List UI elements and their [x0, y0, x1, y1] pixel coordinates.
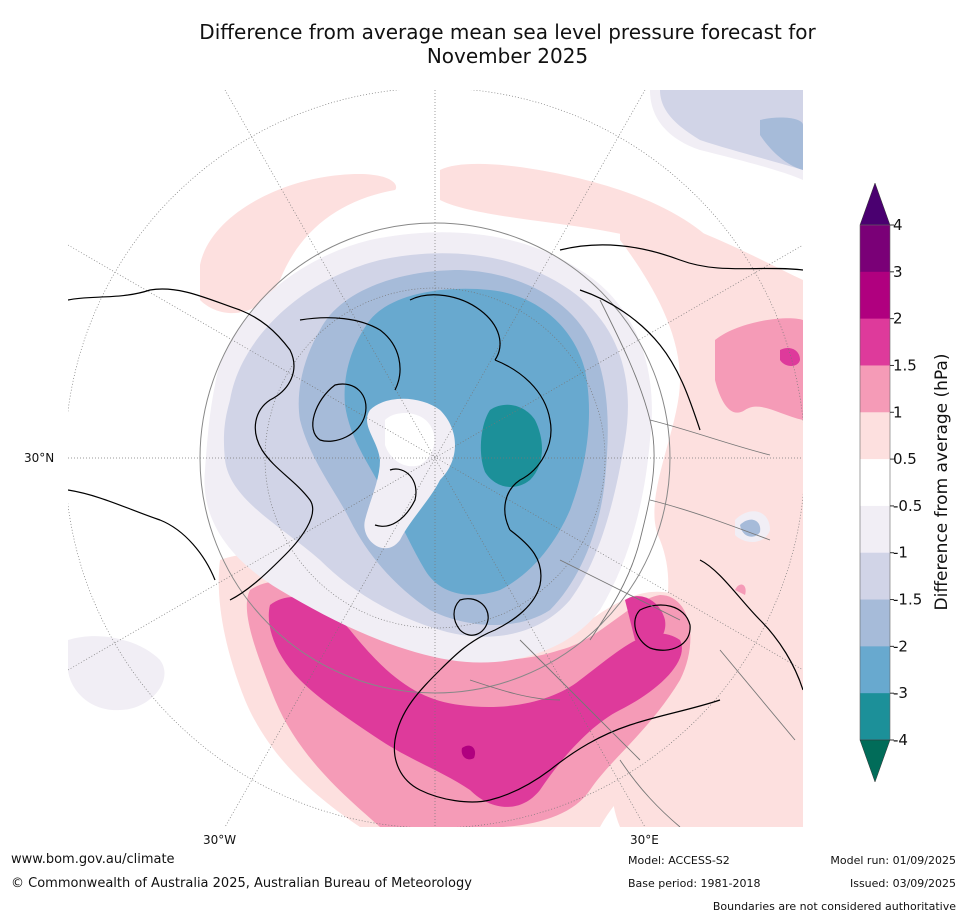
coastlines: [68, 244, 803, 803]
colorbar-label: Difference from average (hPa): [932, 354, 952, 611]
anomaly-1.5-2: [268, 348, 800, 807]
colorbar-tick-label: -1: [893, 544, 908, 562]
colorbar-segment: [860, 412, 890, 460]
colorbar-arrow-bottom: [859, 739, 891, 783]
footer-model: Model: ACCESS-S2: [628, 854, 730, 867]
colorbar-segment: [860, 505, 890, 554]
colorbar-segment: [860, 552, 890, 601]
colorbar-tick-label: -0.5: [893, 497, 922, 515]
anomaly-neg3-neg4: [480, 404, 542, 487]
colorbar-tick-label: 1: [893, 403, 903, 421]
colorbar-tick-label: -4: [893, 731, 908, 749]
colorbar-tick-label: 4: [893, 216, 903, 234]
colorbar-segment: [860, 459, 890, 507]
footer-base-period: Base period: 1981-2018: [628, 877, 761, 890]
colorbar-segment: [860, 646, 890, 694]
lon-label-30w: 30°W: [203, 833, 237, 847]
footer-website[interactable]: www.bom.gov.au/climate: [11, 852, 175, 867]
footer-model-run: Model run: 01/09/2025: [830, 854, 956, 867]
colorbar-tick-label: 0.5: [893, 450, 917, 468]
colorbar-segment: [860, 693, 890, 741]
anomaly-2-3: [461, 745, 476, 760]
colorbar-segment: [860, 225, 890, 273]
country-borders: [469, 299, 796, 827]
footer-boundaries: Boundaries are not considered authoritat…: [712, 900, 956, 913]
colorbar-tick-label: -1.5: [893, 591, 922, 609]
colorbar-segment: [860, 318, 890, 366]
colorbar-arrow-top: [859, 182, 891, 226]
colorbar-segment: [860, 271, 890, 320]
title-line-1: Difference from average mean sea level p…: [199, 20, 816, 44]
colorbar-segment: [860, 365, 890, 413]
colorbar-tick-label: 3: [893, 263, 903, 281]
footer-issued: Issued: 03/09/2025: [849, 877, 956, 890]
colorbar-tick-label: 1.5: [893, 356, 917, 374]
lon-label-30e: 30°E: [630, 833, 659, 847]
colorbar-tick-label: -3: [893, 684, 908, 702]
title-line-2: November 2025: [426, 44, 589, 68]
equator-circle: [199, 222, 671, 694]
footer-copyright: © Commonwealth of Australia 2025, Austra…: [11, 876, 472, 891]
lat-label-30n: 30°N: [24, 451, 55, 465]
colorbar-tick-label: -2: [893, 637, 908, 655]
map-title: Difference from average mean sea level p…: [120, 20, 895, 68]
colorbar-segment: [860, 599, 890, 647]
colorbar-tick-label: 2: [893, 310, 903, 328]
graticule: [68, 90, 803, 827]
